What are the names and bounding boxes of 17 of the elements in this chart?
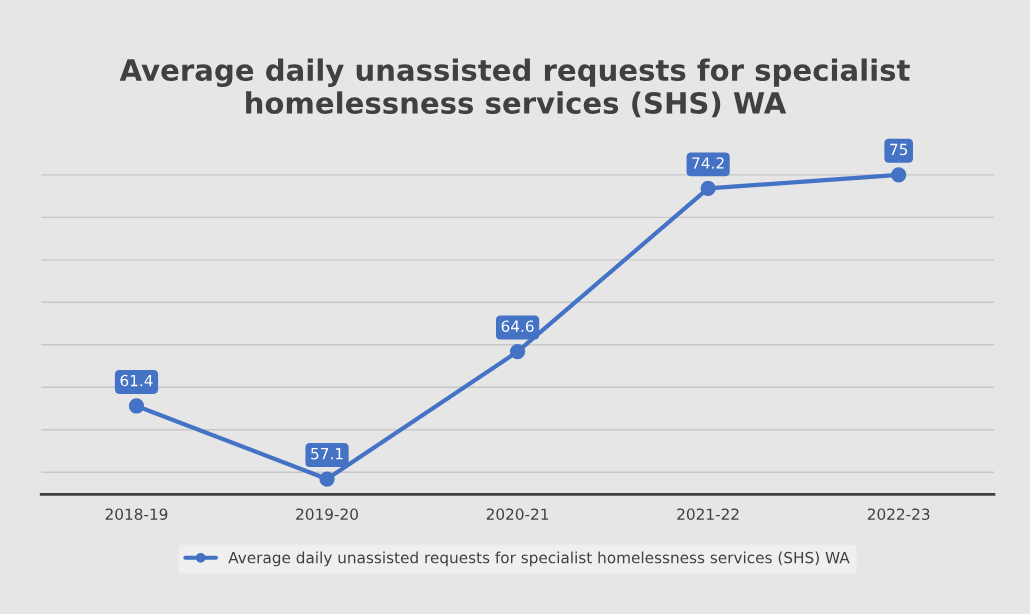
x-tick-label: 2022-23 [867,508,930,520]
point [319,471,335,487]
x-tick-label: 2021-22 [677,508,739,520]
data-label: 64.6 [501,320,534,332]
x-tick-label: 2019-20 [296,508,358,520]
x-tick-label: 2018-19 [105,508,168,520]
data-label: 74.2 [692,157,724,169]
legend-label: Average daily unassisted requests for specialist homelessness services (SHS) WA [228,551,850,567]
point [700,180,716,197]
point [128,398,145,414]
data-label: 61.4 [120,374,153,387]
data-label: 75 [890,143,908,156]
x-tick-label: 2020-21 [486,508,549,520]
point [509,343,526,360]
data-label: 57.1 [311,448,343,460]
chart-title: Average daily unassisted requests for specialist homelessness services (SHS) WA [119,58,910,118]
point [891,167,907,183]
